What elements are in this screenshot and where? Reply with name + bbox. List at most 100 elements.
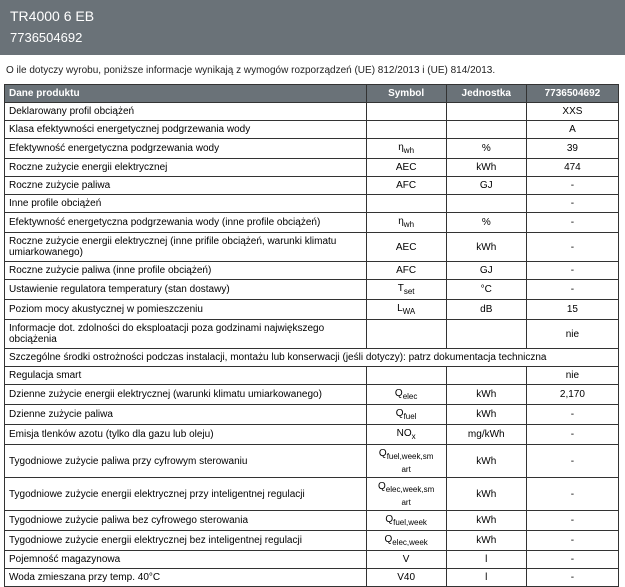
table-row: Pojemność magazynowaVl- (5, 551, 619, 569)
cell-label: Tygodniowe zużycie energii elektrycznej … (5, 531, 367, 551)
cell-symbol: AFC (366, 177, 446, 195)
cell-value: nie (526, 367, 618, 385)
product-code: 7736504692 (10, 30, 615, 45)
table-row: Tygodniowe zużycie paliwa przy cyfrowym … (5, 445, 619, 478)
cell-label: Informacje dot. zdolności do eksploatacj… (5, 320, 367, 349)
cell-symbol (366, 121, 446, 139)
cell-value: - (526, 213, 618, 233)
table-row: Roczne zużycie paliwa (inne profile obci… (5, 262, 619, 280)
table-row: Roczne zużycie energii elektrycznejAECkW… (5, 159, 619, 177)
table-row: Woda zmieszana przy temp. 40°CV40l- (5, 569, 619, 587)
cell-symbol: Qfuel,week,smart (366, 445, 446, 478)
cell-value: - (526, 551, 618, 569)
cell-unit: GJ (446, 177, 526, 195)
cell-label: Roczne zużycie paliwa (5, 177, 367, 195)
cell-unit: % (446, 139, 526, 159)
table-row: Tygodniowe zużycie energii elektrycznej … (5, 478, 619, 511)
product-data-table: Dane produktu Symbol Jednostka 773650469… (4, 84, 619, 587)
col-header-unit: Jednostka (446, 85, 526, 103)
cell-unit (446, 103, 526, 121)
cell-value: - (526, 425, 618, 445)
table-row: Dzienne zużycie energii elektrycznej (wa… (5, 385, 619, 405)
table-row: Szczególne środki ostrożności podczas in… (5, 349, 619, 367)
table-row: Dzienne zużycie paliwaQfuelkWh- (5, 405, 619, 425)
cell-symbol: AEC (366, 159, 446, 177)
table-row: Emisja tlenków azotu (tylko dla gazu lub… (5, 425, 619, 445)
cell-symbol: NOx (366, 425, 446, 445)
cell-label: Tygodniowe zużycie paliwa przy cyfrowym … (5, 445, 367, 478)
cell-unit: kWh (446, 445, 526, 478)
cell-value: - (526, 177, 618, 195)
col-header-symbol: Symbol (366, 85, 446, 103)
cell-label: Roczne zużycie paliwa (inne profile obci… (5, 262, 367, 280)
cell-label: Efektywność energetyczna podgrzewania wo… (5, 139, 367, 159)
cell-label: Dzienne zużycie energii elektrycznej (wa… (5, 385, 367, 405)
cell-symbol: ηwh (366, 213, 446, 233)
cell-label: Tygodniowe zużycie energii elektrycznej … (5, 478, 367, 511)
table-row: Efektywność energetyczna podgrzewania wo… (5, 213, 619, 233)
cell-symbol: ηwh (366, 139, 446, 159)
cell-unit: l (446, 551, 526, 569)
col-header-value: 7736504692 (526, 85, 618, 103)
cell-unit: dB (446, 300, 526, 320)
cell-label: Inne profile obciążeń (5, 195, 367, 213)
cell-unit (446, 121, 526, 139)
table-row: Efektywność energetyczna podgrzewania wo… (5, 139, 619, 159)
product-model: TR4000 6 EB (10, 8, 615, 24)
cell-label: Regulacja smart (5, 367, 367, 385)
intro-text: O ile dotyczy wyrobu, poniższe informacj… (0, 55, 625, 84)
cell-value: - (526, 569, 618, 587)
cell-label: Dzienne zużycie paliwa (5, 405, 367, 425)
cell-symbol: LWA (366, 300, 446, 320)
cell-value: - (526, 195, 618, 213)
cell-symbol: Qfuel (366, 405, 446, 425)
cell-value: 15 (526, 300, 618, 320)
cell-unit: GJ (446, 262, 526, 280)
cell-label: Klasa efektywności energetycznej podgrze… (5, 121, 367, 139)
cell-unit: l (446, 569, 526, 587)
cell-unit: mg/kWh (446, 425, 526, 445)
cell-value: - (526, 511, 618, 531)
table-row: Informacje dot. zdolności do eksploatacj… (5, 320, 619, 349)
table-row: Regulacja smart nie (5, 367, 619, 385)
cell-label-full: Szczególne środki ostrożności podczas in… (5, 349, 619, 367)
cell-symbol (366, 195, 446, 213)
cell-label: Emisja tlenków azotu (tylko dla gazu lub… (5, 425, 367, 445)
cell-label: Tygodniowe zużycie paliwa bez cyfrowego … (5, 511, 367, 531)
table-row: Inne profile obciążeń - (5, 195, 619, 213)
cell-symbol: Qelec,week (366, 531, 446, 551)
cell-value: - (526, 531, 618, 551)
cell-value: 39 (526, 139, 618, 159)
cell-value: nie (526, 320, 618, 349)
cell-label: Pojemność magazynowa (5, 551, 367, 569)
cell-unit: % (446, 213, 526, 233)
table-row: Klasa efektywności energetycznej podgrze… (5, 121, 619, 139)
cell-unit (446, 367, 526, 385)
table-row: Roczne zużycie energii elektrycznej (inn… (5, 233, 619, 262)
cell-unit: kWh (446, 385, 526, 405)
cell-unit: kWh (446, 531, 526, 551)
cell-value: 2,170 (526, 385, 618, 405)
cell-unit: °C (446, 280, 526, 300)
cell-value: - (526, 280, 618, 300)
cell-symbol: Tset (366, 280, 446, 300)
cell-symbol: V (366, 551, 446, 569)
cell-value: A (526, 121, 618, 139)
cell-symbol: Qelec,week,smart (366, 478, 446, 511)
cell-value: - (526, 233, 618, 262)
cell-value: - (526, 262, 618, 280)
cell-unit (446, 195, 526, 213)
cell-symbol (366, 103, 446, 121)
cell-value: - (526, 478, 618, 511)
product-header: TR4000 6 EB 7736504692 (0, 0, 625, 55)
cell-symbol: V40 (366, 569, 446, 587)
cell-symbol: Qfuel,week (366, 511, 446, 531)
table-row: Poziom mocy akustycznej w pomieszczeniuL… (5, 300, 619, 320)
cell-unit (446, 320, 526, 349)
cell-unit: kWh (446, 159, 526, 177)
table-row: Ustawienie regulatora temperatury (stan … (5, 280, 619, 300)
table-row: Tygodniowe zużycie energii elektrycznej … (5, 531, 619, 551)
cell-unit: kWh (446, 405, 526, 425)
cell-symbol (366, 367, 446, 385)
cell-label: Ustawienie regulatora temperatury (stan … (5, 280, 367, 300)
